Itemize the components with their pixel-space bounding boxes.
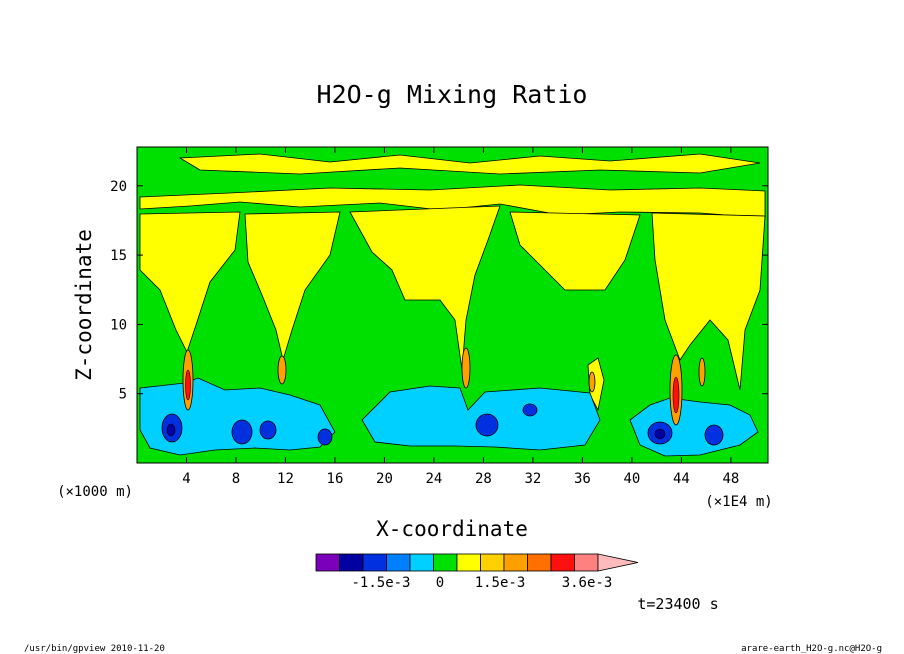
contour-region-column-44 <box>651 212 766 391</box>
colorbar-box <box>527 553 552 572</box>
contour-region-upper-band <box>139 184 766 219</box>
y-tick-label: 20 <box>110 179 127 195</box>
colorbar-box <box>503 553 528 572</box>
contour-region-center <box>349 205 501 371</box>
contour-region-column-left <box>139 211 241 354</box>
x-axis-label: X-coordinate <box>376 517 528 541</box>
colorbar <box>315 553 639 572</box>
colorbar-arrow <box>597 553 639 572</box>
colorbar-box <box>574 553 599 572</box>
contour-region-right-center <box>509 211 641 291</box>
plot-area <box>136 146 769 464</box>
x-tick-label: 12 <box>277 471 294 487</box>
contour-blob-blue <box>522 403 538 417</box>
y-tick-label: 10 <box>110 317 127 333</box>
contour-blob-blue <box>231 419 253 445</box>
x-tick-label: 32 <box>524 471 541 487</box>
y-tick-label: 5 <box>119 387 127 403</box>
x-tick-label: 44 <box>673 471 690 487</box>
x-tick-label: 20 <box>376 471 393 487</box>
contour-region-column-12 <box>244 211 341 362</box>
y-axis-label: Z-coordinate <box>72 229 96 381</box>
x-axis-unit: (×1E4 m) <box>705 494 772 510</box>
contour-core-red <box>672 376 680 414</box>
contour-region-top-band <box>178 153 761 175</box>
colorbar-box <box>456 553 481 572</box>
x-axis: 4 8 12 16 20 24 28 32 36 40 44 48 <box>182 147 739 487</box>
plot-frame <box>136 146 769 464</box>
colorbar-box <box>409 553 434 572</box>
colorbar-box <box>362 553 387 572</box>
x-tick-label: 4 <box>182 471 190 487</box>
contour-blob-navy <box>654 428 666 440</box>
contour-blob-blue <box>317 428 333 446</box>
colorbar-box <box>339 553 364 572</box>
colorbar-box <box>550 553 575 572</box>
contour-blob-blue <box>259 420 277 440</box>
x-tick-label: 8 <box>232 471 240 487</box>
contour-blob-blue <box>704 424 724 446</box>
colorbar-box <box>386 553 411 572</box>
footer-right: arare-earth_H2O-g.nc@H2O-g <box>741 644 882 654</box>
colorbar-label: -1.5e-3 <box>351 575 410 591</box>
colorbar-box <box>433 553 458 572</box>
contour-core-orange <box>588 371 596 393</box>
colorbar-labels: -1.5e-3 0 1.5e-3 3.6e-3 <box>351 575 612 591</box>
contour-core-orange <box>698 357 706 387</box>
contour-core-red <box>185 369 191 401</box>
colorbar-label: 1.5e-3 <box>475 575 526 591</box>
x-tick-label: 16 <box>327 471 344 487</box>
x-tick-label: 28 <box>475 471 492 487</box>
y-tick-label: 15 <box>110 248 127 264</box>
contour-blob-blue <box>475 413 499 437</box>
x-tick-label: 40 <box>623 471 640 487</box>
contour-field <box>139 153 766 457</box>
colorbar-label: 0 <box>436 575 444 591</box>
x-tick-label: 36 <box>574 471 591 487</box>
contour-blob-navy <box>166 423 176 437</box>
y-axis: 5 10 15 20 <box>110 179 768 403</box>
footer-left: /usr/bin/gpview 2010-11-20 <box>24 644 165 654</box>
x-tick-label: 48 <box>722 471 739 487</box>
colorbar-label: 3.6e-3 <box>562 575 613 591</box>
contour-core-orange <box>277 355 287 385</box>
y-axis-unit: (×1000 m) <box>57 484 133 500</box>
colorbar-box <box>480 553 505 572</box>
colorbar-box <box>315 553 340 572</box>
time-label: t=23400 s <box>637 595 718 613</box>
x-tick-label: 24 <box>426 471 443 487</box>
chart-title: H2O-g Mixing Ratio <box>317 80 588 109</box>
contour-core-orange <box>461 347 471 389</box>
